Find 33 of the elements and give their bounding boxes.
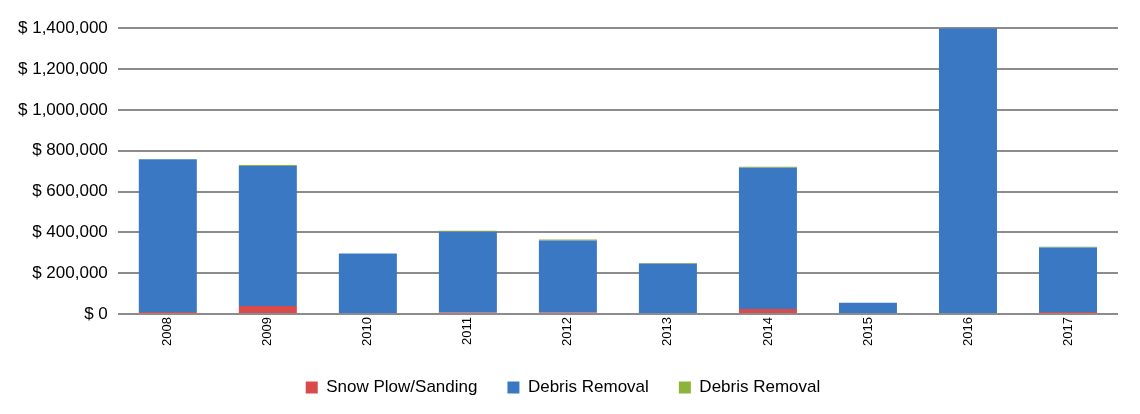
bar (638, 263, 697, 314)
x-tick-label: 2012 (559, 317, 575, 346)
bar (338, 253, 397, 314)
x-tick-label: 2015 (859, 317, 875, 346)
y-tick-label: $ 1,000,000 (17, 99, 108, 119)
x-tick-label: 2009 (259, 317, 275, 346)
x-tick-label: 2013 (659, 317, 675, 346)
bar (738, 167, 797, 309)
bar (538, 240, 597, 313)
y-tick-label: $ 800,000 (32, 140, 108, 160)
bar (238, 166, 297, 306)
bar (838, 302, 897, 314)
legend-label: Debris Removal (699, 377, 821, 397)
y-tick-label: $ 1,200,000 (17, 58, 108, 78)
bar (138, 159, 197, 313)
x-tick-label: 2008 (159, 317, 175, 346)
bar (238, 305, 297, 314)
bar (1038, 247, 1097, 313)
x-tick-label: 2017 (1059, 317, 1075, 346)
x-tick-label: 2011 (459, 317, 475, 346)
bar (738, 308, 797, 314)
bar (938, 28, 997, 314)
bar (438, 231, 497, 313)
y-tick-label: $ 1,400,000 (17, 17, 108, 37)
y-tick-label: $ 200,000 (32, 262, 108, 282)
x-tick-label: 2016 (959, 317, 975, 346)
x-tick-label: 2010 (359, 317, 375, 346)
x-tick-label: 2014 (759, 317, 775, 346)
y-tick-label: $ 0 (84, 303, 108, 323)
y-tick-label: $ 400,000 (32, 222, 108, 242)
legend-label: Debris Removal (527, 377, 649, 397)
legend-label: Snow Plow/Sanding (326, 377, 478, 397)
y-tick-label: $ 600,000 (32, 181, 108, 201)
